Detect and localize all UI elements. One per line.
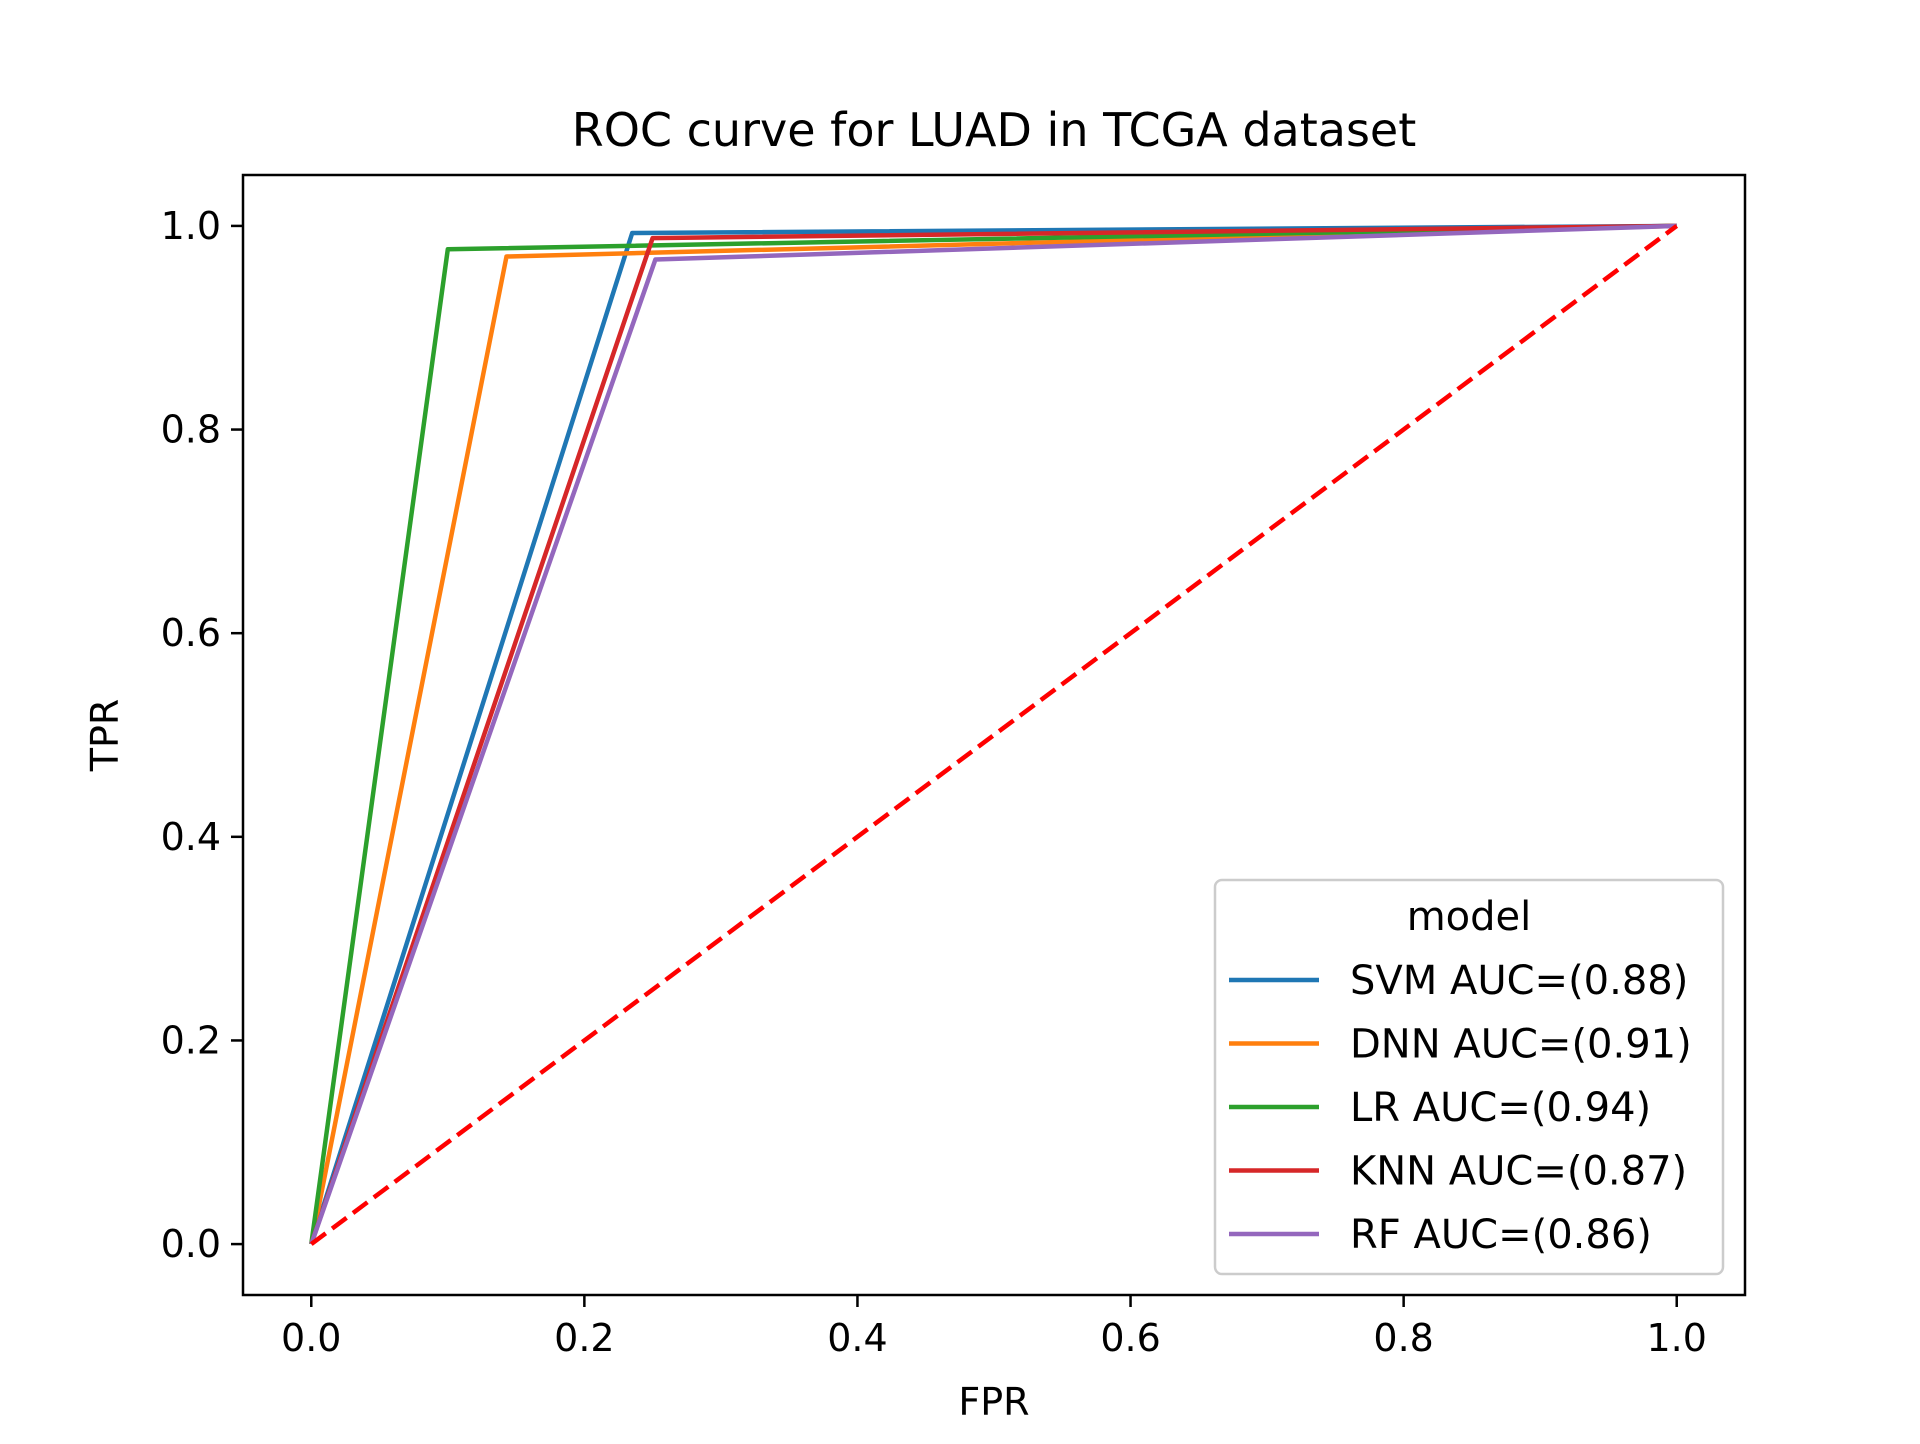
y-tick-label: 0.4 <box>161 815 221 859</box>
y-tick-label: 0.0 <box>161 1222 221 1266</box>
plot-lines <box>309 223 1679 1246</box>
y-axis-ticks: 0.0 0.2 0.4 0.6 0.8 1.0 <box>161 204 243 1266</box>
x-tick-label: 0.4 <box>827 1316 887 1360</box>
plot-area-frame <box>241 173 1747 1297</box>
legend-label: RF AUC=(0.86) <box>1350 1212 1652 1258</box>
y-tick-label: 0.8 <box>161 408 221 452</box>
x-axis-label: FPR <box>958 1380 1029 1424</box>
x-tick-label: 1.0 <box>1647 1316 1707 1360</box>
reference-diagonal-line <box>309 224 1679 1246</box>
legend: model SVM AUC=(0.88) DNN AUC=(0.91) LR AUC… <box>1213 878 1725 1276</box>
y-axis-label: TPR <box>83 699 127 773</box>
series-line-3 <box>309 223 1677 1245</box>
y-tick-label: 1.0 <box>161 204 221 248</box>
legend-box <box>1213 878 1725 1276</box>
series-line-2 <box>309 223 1677 1245</box>
x-tick-label: 0.2 <box>554 1316 614 1360</box>
chart-title: ROC curve for LUAD in TCGA dataset <box>572 103 1417 157</box>
y-tick-label: 0.2 <box>161 1018 221 1062</box>
x-tick-label: 0.6 <box>1100 1316 1160 1360</box>
legend-label: DNN AUC=(0.91) <box>1350 1022 1692 1068</box>
x-tick-label: 0.0 <box>281 1316 341 1360</box>
legend-entries: SVM AUC=(0.88) DNN AUC=(0.91) LR AUC=(0.94… <box>1229 958 1692 1258</box>
legend-label: SVM AUC=(0.88) <box>1350 958 1688 1004</box>
series-line-4 <box>309 223 1677 1245</box>
legend-label: KNN AUC=(0.87) <box>1350 1149 1687 1195</box>
y-tick-label: 0.6 <box>161 611 221 655</box>
legend-title: model <box>1407 894 1532 940</box>
legend-label: LR AUC=(0.94) <box>1350 1085 1651 1131</box>
x-axis-ticks: 0.0 0.2 0.4 0.6 0.8 1.0 <box>281 1295 1707 1360</box>
x-tick-label: 0.8 <box>1373 1316 1433 1360</box>
series-line-1 <box>309 223 1677 1245</box>
